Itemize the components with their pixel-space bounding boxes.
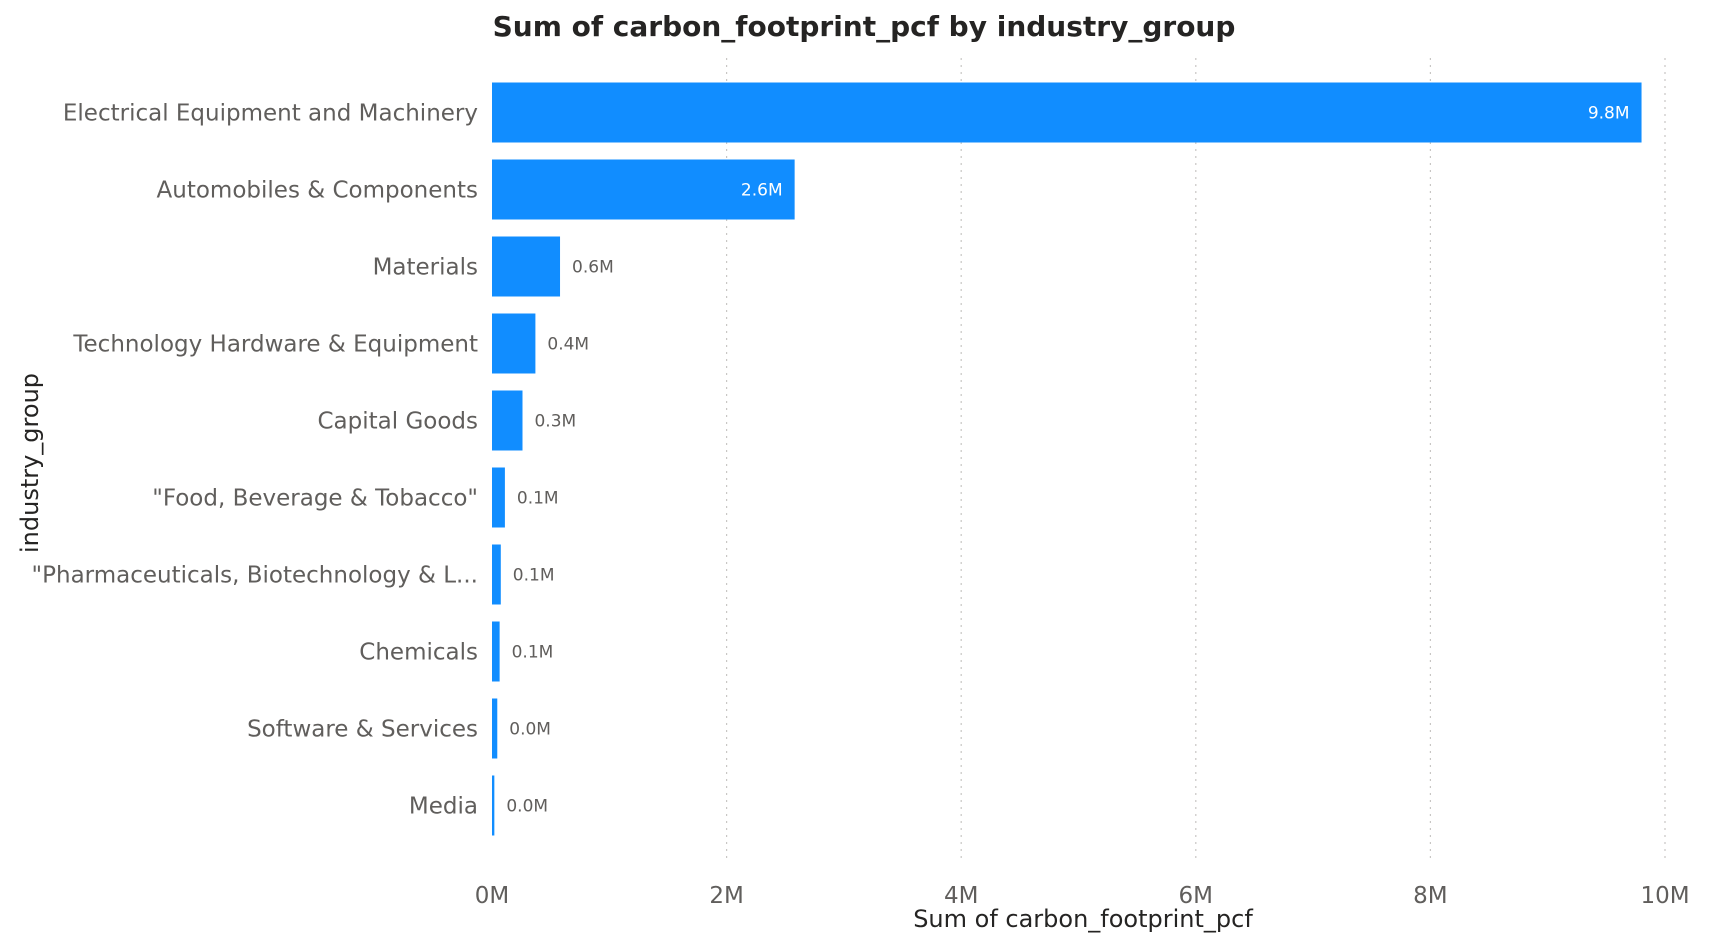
data-label: 0.6M (572, 258, 614, 278)
data-label: 0.1M (513, 566, 555, 586)
axis-layer: 0M 2M 4M 6M 8M 10M (475, 883, 1690, 909)
bar[interactable] (492, 698, 498, 759)
category-label: "Pharmaceuticals, Biotechnology & L... (32, 563, 478, 589)
bar[interactable] (492, 313, 536, 374)
bar[interactable] (492, 82, 1642, 143)
category-label: Software & Services (247, 717, 478, 743)
x-tick-label: 0M (475, 883, 509, 909)
bar[interactable] (492, 236, 561, 297)
bar[interactable] (492, 159, 795, 220)
category-label: Materials (373, 255, 478, 281)
bar[interactable] (492, 621, 500, 682)
bar[interactable] (492, 390, 523, 451)
data-label: 0.0M (509, 720, 551, 740)
grid-layer (725, 58, 1666, 862)
category-label: Electrical Equipment and Machinery (63, 101, 478, 127)
bar[interactable] (492, 467, 505, 528)
y-axis-title: industry_group (16, 373, 44, 553)
x-axis-title: Sum of carbon_footprint_pcf (913, 905, 1253, 933)
data-label: 0.3M (534, 412, 576, 432)
category-label: Capital Goods (317, 409, 478, 435)
data-label: 0.0M (506, 797, 548, 817)
x-tick-label: 10M (1640, 883, 1689, 909)
bar[interactable] (492, 775, 495, 836)
category-label: Chemicals (359, 640, 478, 666)
category-label: Media (409, 794, 478, 820)
label-layer: Electrical Equipment and Machinery 9.8M Au… (32, 101, 1630, 820)
category-label: "Food, Beverage & Tobacco" (152, 486, 478, 512)
data-label: 2.6M (741, 181, 783, 201)
bar[interactable] (492, 544, 501, 605)
category-label: Automobiles & Components (157, 178, 478, 204)
data-label: 0.1M (512, 643, 554, 663)
data-label: 9.8M (1588, 104, 1630, 124)
category-label: Technology Hardware & Equipment (72, 332, 478, 358)
x-tick-label: 8M (1413, 883, 1447, 909)
x-tick-label: 4M (944, 883, 978, 909)
bar-layer (492, 82, 1642, 836)
data-label: 0.1M (517, 489, 559, 509)
chart-title: Sum of carbon_footprint_pcf by industry_… (492, 10, 1236, 43)
data-label: 0.4M (547, 335, 589, 355)
x-tick-label: 2M (709, 883, 743, 909)
x-tick-label: 6M (1179, 883, 1213, 909)
